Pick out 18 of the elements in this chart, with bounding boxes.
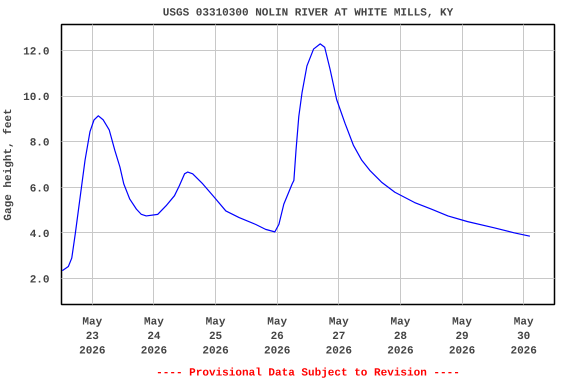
y-tick-label: 8.0 <box>30 138 50 150</box>
text: ---- Provisional Data Subject to Revision ---- <box>156 368 460 380</box>
x-tick-label: May 25 2026 <box>202 316 229 358</box>
y-tick-label: 2.0 <box>30 274 50 286</box>
x-tick-label: May 30 2026 <box>510 316 537 358</box>
y-tick-label: 6.0 <box>30 183 50 196</box>
x-tick-label: May 24 2026 <box>140 316 168 358</box>
y-tick-label: 10.0 <box>23 92 50 104</box>
y-tick-label: 4.0 <box>30 228 50 241</box>
y-tick-label: 12.0 <box>23 46 50 59</box>
chart-title: USGS 03310300 NOLIN RIVER AT WHITE MILLS, KY <box>162 8 454 20</box>
line-series <box>62 43 530 272</box>
x-tick-label: May 29 2026 <box>448 316 476 358</box>
x-tick-label: May 23 2026 <box>79 316 106 358</box>
x-tick-label: May 27 2026 <box>326 316 352 358</box>
x-tick-label: May 26 2026 <box>264 316 290 358</box>
x-tick-label: May 28 2026 <box>387 316 414 358</box>
y-axis-title: Gage height, feet <box>2 108 16 221</box>
